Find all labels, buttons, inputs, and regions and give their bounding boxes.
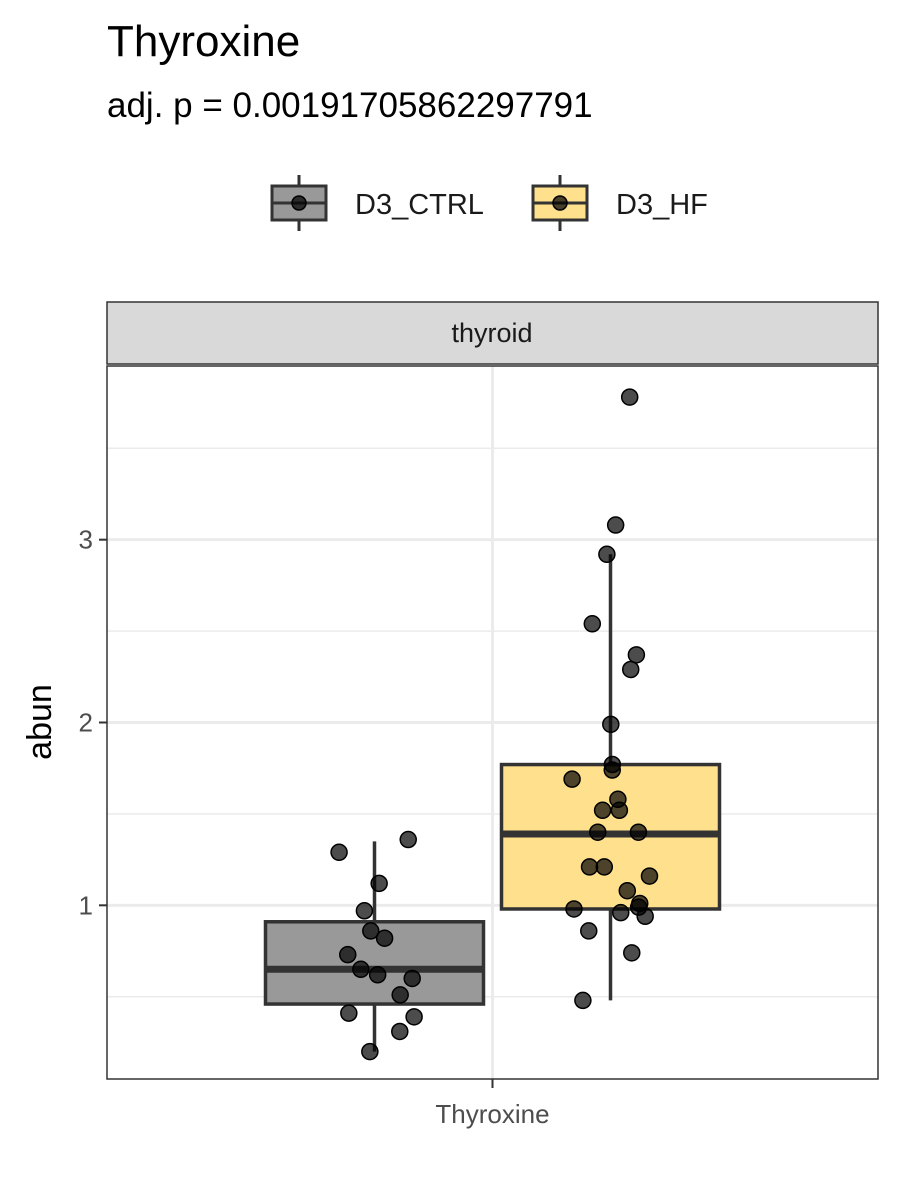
data-point <box>405 1008 423 1026</box>
data-point <box>610 801 629 820</box>
data-point <box>352 960 370 979</box>
legend-key-d3-hf <box>531 175 589 231</box>
legend-label-d3-hf: D3_HF <box>616 189 708 221</box>
data-point <box>580 922 598 940</box>
data-point <box>399 830 417 849</box>
data-point <box>636 907 654 926</box>
data-point <box>574 991 592 1010</box>
y-tick-label: 1 <box>79 890 93 920</box>
legend: D3_CTRL D3_HF <box>270 175 708 231</box>
data-point <box>355 902 374 920</box>
data-point <box>627 646 646 664</box>
box-layer <box>263 554 722 1052</box>
data-point <box>370 874 388 893</box>
data-point <box>340 1004 358 1022</box>
point-layer <box>330 388 659 1061</box>
data-point <box>589 823 607 841</box>
y-tick-label: 2 <box>79 708 93 738</box>
data-point <box>602 715 620 734</box>
data-point <box>563 770 581 788</box>
y-axis-title: abun <box>21 684 59 760</box>
data-point <box>629 823 648 841</box>
data-point <box>362 922 380 940</box>
data-point <box>368 966 387 984</box>
y-tick-label: 3 <box>79 525 93 555</box>
grid-lines <box>107 366 878 1079</box>
data-point <box>623 944 641 962</box>
facet-strip <box>106 301 879 365</box>
data-point <box>580 858 599 876</box>
data-point <box>618 881 637 900</box>
data-point <box>361 1042 379 1061</box>
chart-subtitle: adj. p = 0.00191705862297791 <box>107 86 593 125</box>
data-point <box>603 761 621 779</box>
data-point <box>640 867 659 885</box>
data-point <box>583 615 602 633</box>
x-axis: Thyroxine <box>435 1079 550 1129</box>
chart-title: Thyroxine <box>107 17 300 66</box>
data-point <box>403 969 421 988</box>
data-point <box>330 843 348 862</box>
data-point <box>375 929 394 947</box>
data-point <box>391 986 409 1004</box>
data-point <box>391 1022 409 1041</box>
data-point <box>598 545 616 564</box>
data-point <box>621 660 640 679</box>
data-point <box>565 900 583 918</box>
data-point <box>338 945 357 964</box>
x-tick-label: Thyroxine <box>435 1099 549 1129</box>
data-point <box>595 858 614 876</box>
data-point <box>620 388 639 406</box>
legend-key-d3-ctrl <box>270 175 328 231</box>
y-axis: 1 2 3 <box>79 525 107 920</box>
data-point <box>611 903 630 922</box>
data-point <box>606 516 625 534</box>
data-point <box>593 801 612 820</box>
facet-strip-label: thyroid <box>451 318 532 348</box>
legend-label-d3-ctrl: D3_CTRL <box>355 189 484 221</box>
